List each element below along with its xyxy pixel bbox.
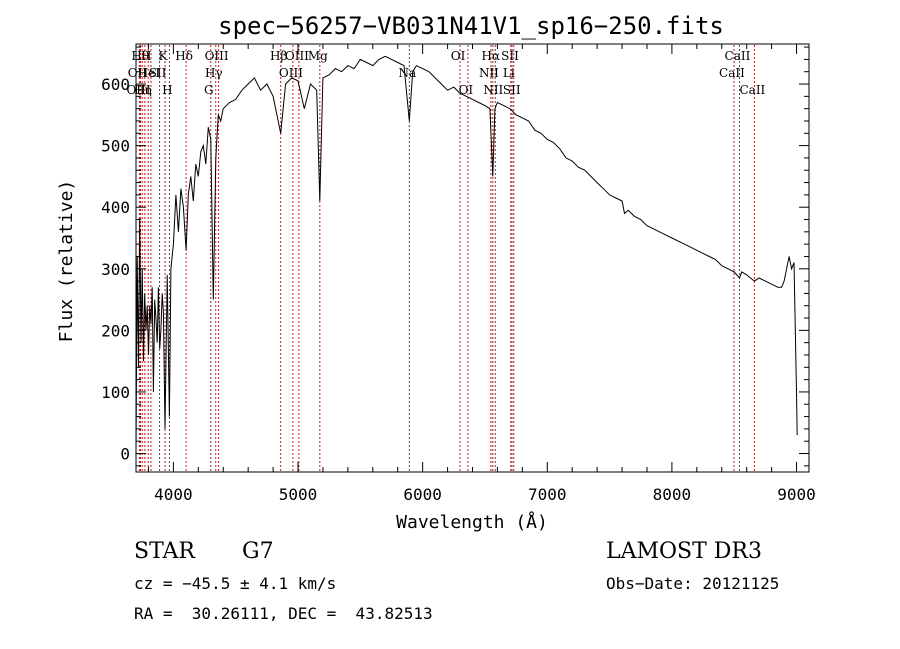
sky-coordinates: RA = 30.26111, DEC = 43.82513: [134, 604, 433, 623]
line-label: CaII: [739, 83, 765, 97]
line-label: Hδ: [175, 49, 193, 63]
x-axis-label: Wavelength (Å): [396, 511, 548, 533]
x-tick-label: 4000: [154, 485, 193, 504]
line-label: OII: [128, 66, 148, 80]
redshift-velocity: cz = −45.5 ± 4.1 km/s: [134, 574, 337, 593]
line-label: NII: [479, 66, 499, 80]
line-label: Hα: [482, 49, 501, 63]
line-label: OIII: [279, 66, 303, 80]
line-label: K: [159, 49, 169, 63]
line-label: Li: [503, 66, 515, 80]
observation-date: Obs−Date: 20121125: [606, 574, 780, 593]
y-tick-label: 600: [101, 75, 130, 94]
spectrum-line: [135, 55, 798, 454]
y-tick-label: 100: [101, 383, 130, 402]
object-subclass: G7: [242, 539, 274, 564]
line-label: Na: [398, 66, 416, 80]
object-class: STAR: [134, 539, 195, 564]
line-label: SII: [149, 66, 167, 80]
line-label: H: [141, 49, 151, 63]
x-tick-label: 7000: [528, 485, 567, 504]
line-label: SII: [501, 49, 519, 63]
line-label: H: [162, 83, 172, 97]
line-label: HeI: [138, 66, 161, 80]
x-tick-label: 5000: [279, 485, 318, 504]
line-label: OIII: [285, 49, 309, 63]
x-tick-label: 9000: [777, 485, 816, 504]
survey-name: LAMOST DR3: [606, 539, 762, 564]
line-label: OI: [451, 49, 466, 63]
line-label: OIII: [205, 49, 229, 63]
y-tick-label: 200: [101, 321, 130, 340]
line-label: G: [204, 83, 214, 97]
line-label: Mg: [308, 49, 328, 63]
x-tick-label: 8000: [653, 485, 692, 504]
line-label: SII: [503, 83, 521, 97]
chart-title: spec−56257−VB031N41V1_sp16−250.fits: [218, 12, 724, 40]
y-tick-label: 0: [120, 445, 130, 464]
line-label: Hβ: [270, 49, 287, 63]
x-tick-label: 6000: [403, 485, 442, 504]
line-label: Hη: [134, 83, 152, 97]
line-label: CaII: [719, 66, 745, 80]
line-label: OIII: [126, 83, 150, 97]
y-tick-label: 300: [101, 260, 130, 279]
y-tick-label: 400: [101, 198, 130, 217]
line-label: NII: [483, 83, 503, 97]
y-tick-label: 500: [101, 137, 130, 156]
line-label: Hγ: [205, 66, 223, 80]
y-axis-label: Flux (relative): [56, 180, 77, 343]
line-label: OI: [459, 83, 474, 97]
line-label: CaII: [725, 49, 751, 63]
plot-frame: [135, 43, 810, 473]
